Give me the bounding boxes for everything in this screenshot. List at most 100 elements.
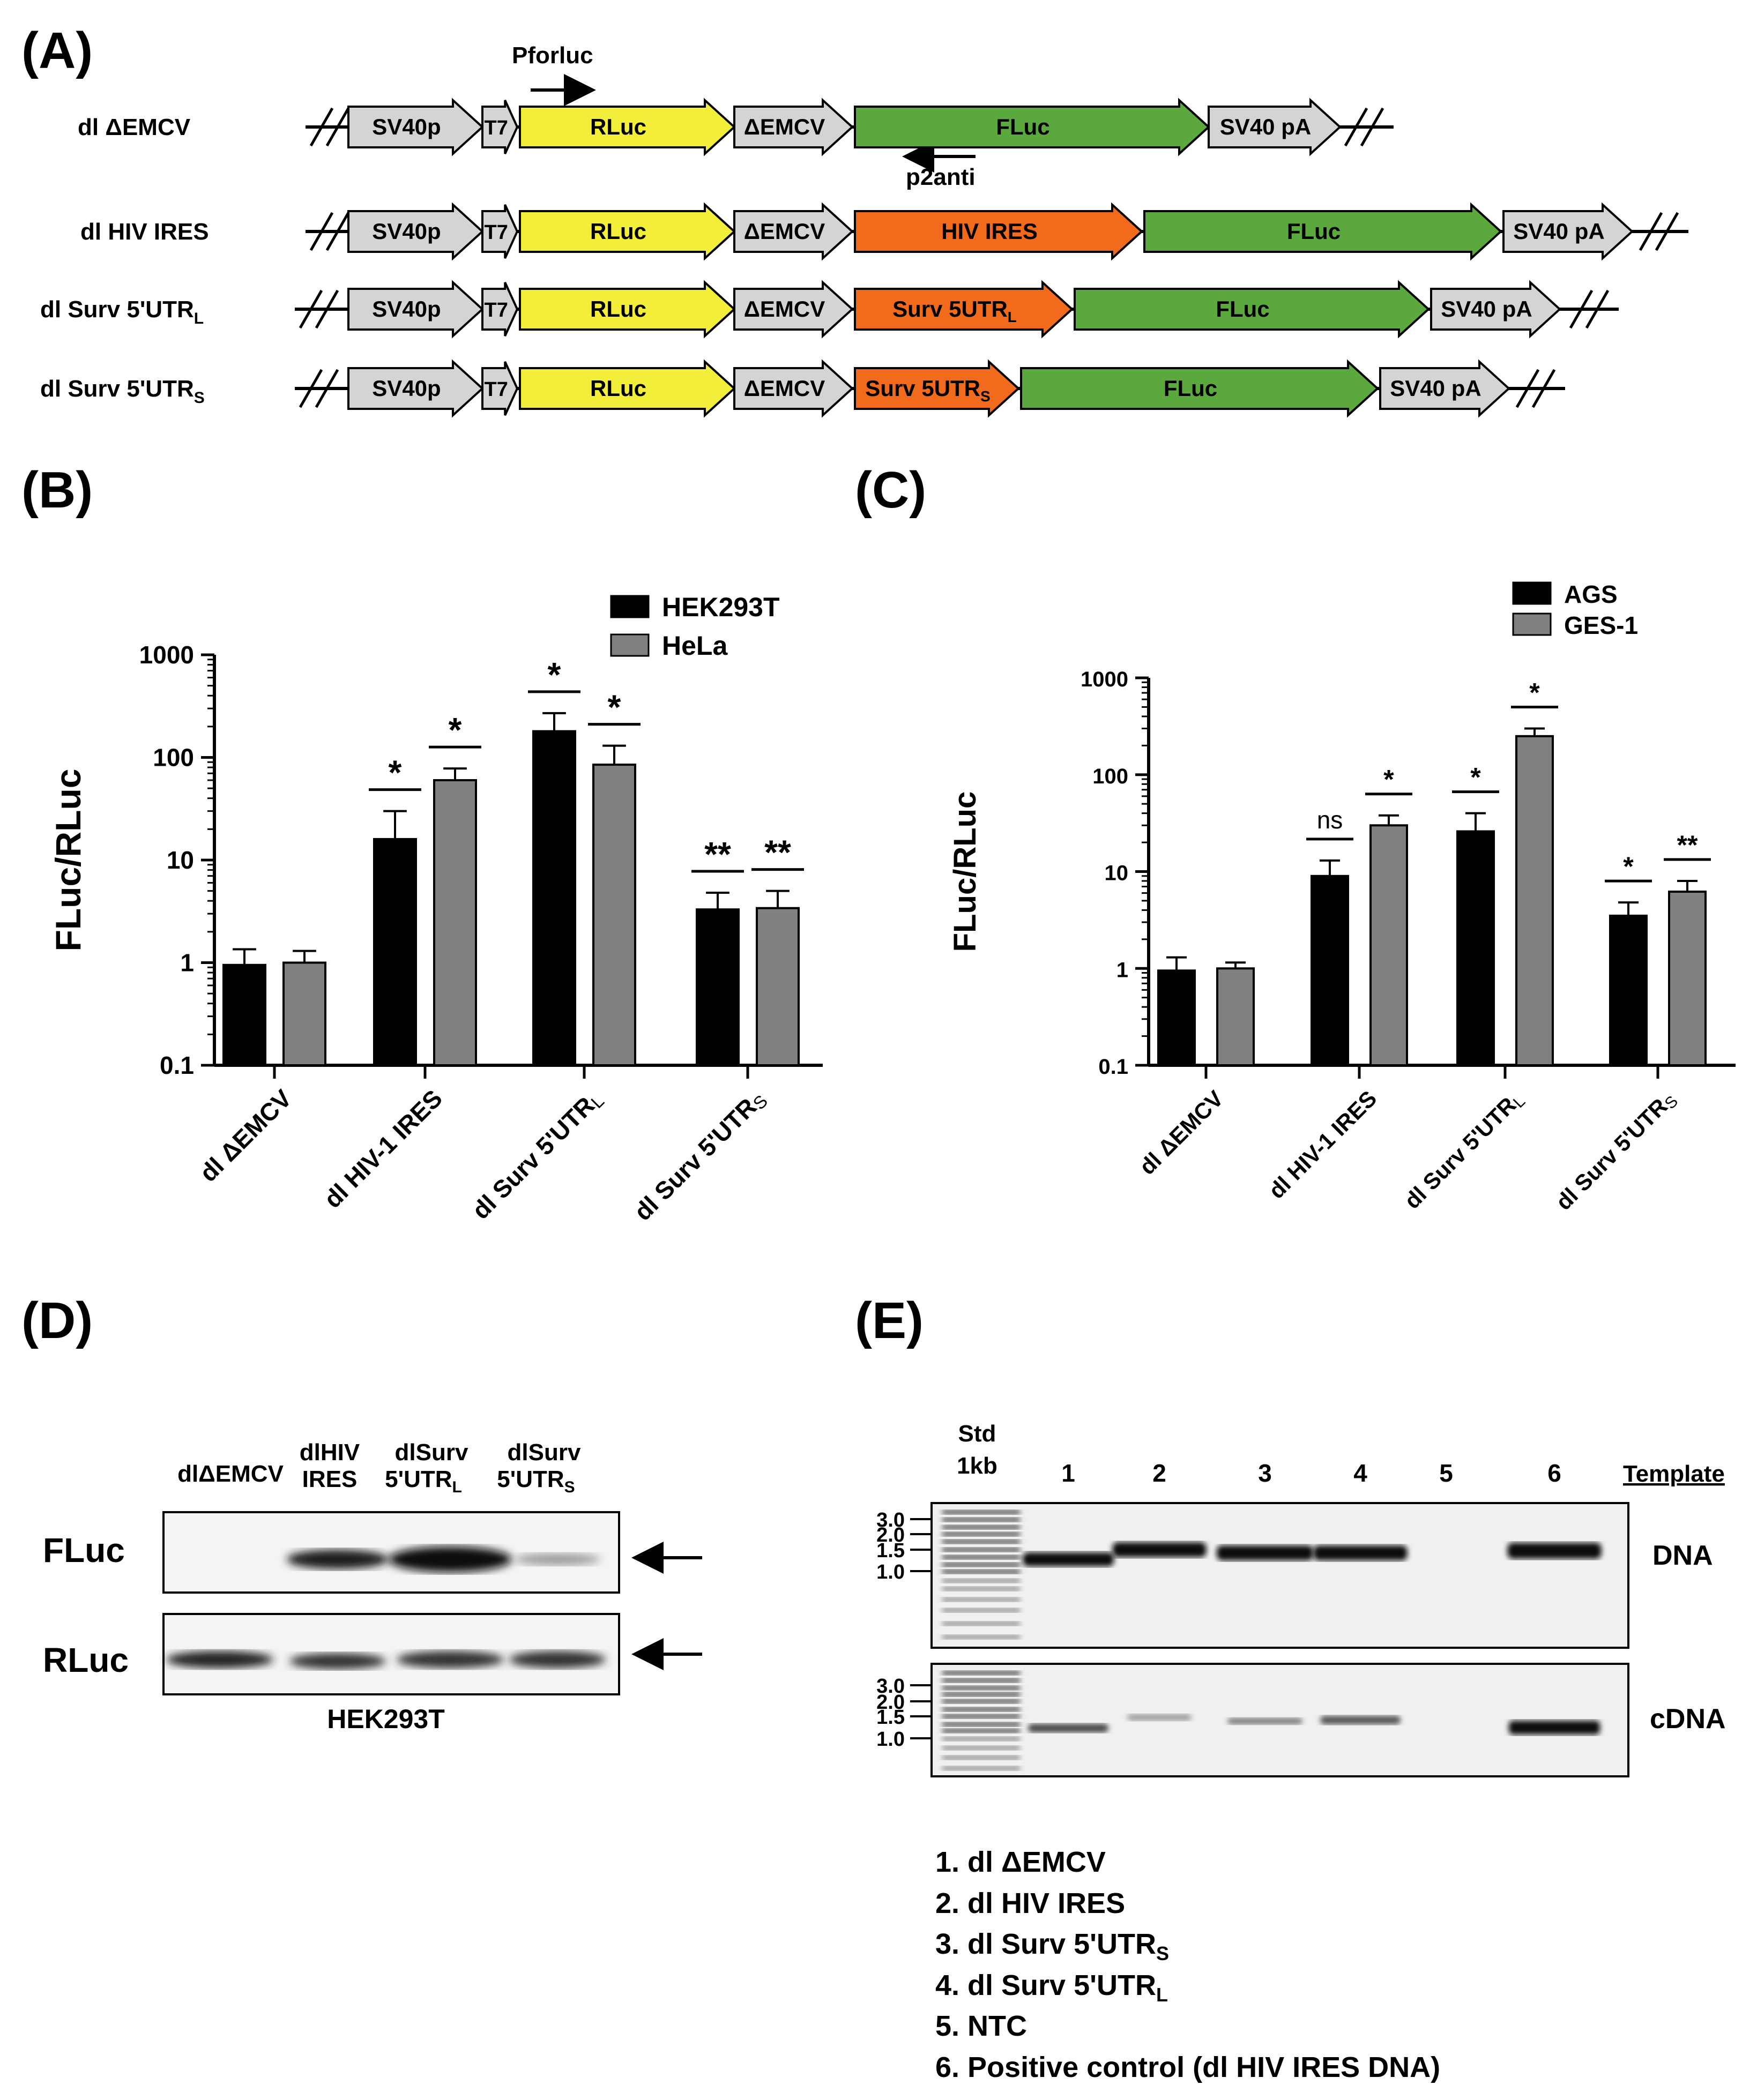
construct-segment-label: RLuc xyxy=(590,296,646,322)
break-mark xyxy=(309,107,334,147)
y-tick-label: 100 xyxy=(1092,765,1128,788)
construct-segment xyxy=(733,280,854,339)
construct-name: dl Surv 5'UTRS xyxy=(40,376,205,407)
construct-segment-label: ΔEMCV xyxy=(744,219,825,244)
bar xyxy=(1311,875,1349,1067)
gel-size-label: 2.0 xyxy=(876,1524,905,1546)
construct-segment-label: FLuc xyxy=(1164,376,1217,401)
bar xyxy=(1369,824,1408,1066)
bar xyxy=(1456,830,1495,1067)
gel-dna-panel xyxy=(930,1502,1629,1649)
category-label: dl HIV-1 IRES xyxy=(318,1084,448,1213)
legend-swatch xyxy=(610,633,650,657)
gel-legend-item: 6. Positive control (dl HIV IRES DNA) xyxy=(935,2051,1441,2083)
construct-segment xyxy=(347,280,484,339)
gel-ladder-band xyxy=(942,1518,1020,1522)
gel-ladder-title-line2: 1kb xyxy=(957,1453,997,1479)
y-axis-label: FLuc/RLuc xyxy=(948,791,982,952)
construct-name: dl HIV IRES xyxy=(80,219,209,245)
western-lane-3-label-line2: 5'UTRL xyxy=(385,1466,462,1496)
gel-ladder-band xyxy=(942,1587,1020,1591)
y-tick-label: 1000 xyxy=(139,641,194,669)
gel-legend-item: 5. NTC xyxy=(935,2010,1028,2043)
break-mark xyxy=(1655,212,1679,251)
gel-ladder-band xyxy=(942,1699,1020,1703)
western-fluc-membrane xyxy=(162,1511,620,1594)
gel-dna-band xyxy=(1507,1543,1602,1559)
construct-segment-label: T7 xyxy=(484,299,508,322)
western-lane-4-label-line1: dlSurv xyxy=(508,1439,581,1466)
gel-cdna-label: cDNA xyxy=(1650,1703,1726,1735)
bar xyxy=(1609,914,1648,1067)
legend-swatch xyxy=(1512,612,1552,636)
gel-size-label: 1.5 xyxy=(876,1706,905,1729)
break-mark xyxy=(315,369,339,408)
y-axis-label: FLuc/RLuc xyxy=(48,769,88,952)
significance-label: ns xyxy=(1317,806,1343,834)
construct-segment xyxy=(519,202,736,261)
construct-segment-label: RLuc xyxy=(590,376,646,401)
construct-segment-label: RLuc xyxy=(590,114,646,139)
construct-segment-label: SV40p xyxy=(372,296,441,322)
construct-segment xyxy=(1502,202,1634,261)
break-mark xyxy=(299,369,323,408)
category-label: dl HIV-1 IRES xyxy=(1264,1086,1382,1204)
construct-segment xyxy=(481,204,519,259)
y-tick-label: 10 xyxy=(1105,862,1129,885)
western-row-fluc-label: FLuc xyxy=(43,1531,125,1570)
break-mark xyxy=(1344,107,1368,147)
gel-lane-label: 2 xyxy=(1152,1459,1166,1487)
gel-size-label: 3.0 xyxy=(876,1675,905,1698)
construct-segment xyxy=(347,202,484,261)
break-mark xyxy=(315,289,339,329)
gel-dna-band xyxy=(1313,1545,1408,1560)
construct-segment xyxy=(1208,98,1342,156)
western-lane-3-label-line1: dlSurv xyxy=(395,1439,468,1466)
construct-name: dl ΔEMCV xyxy=(78,114,191,140)
construct-name: dl Surv 5'UTRL xyxy=(40,296,204,327)
construct-segment xyxy=(347,359,484,418)
bar xyxy=(756,907,800,1066)
gel-ladder-title-line1: Std xyxy=(958,1421,996,1447)
western-lane-1-label: dlΔEMCV xyxy=(177,1461,284,1487)
gel-ladder-band xyxy=(942,1714,1020,1718)
gel-legend-item: 3. dl Surv 5'UTRS xyxy=(935,1928,1169,1964)
category-label: dl Surv 5'UTRS xyxy=(1551,1086,1681,1216)
significance-label: * xyxy=(449,711,462,749)
construct-diagram: Pforluc p2anti dl ΔEMCV SV40p T7 RLuc ΔEMCV F… xyxy=(40,42,1688,418)
gel-lane-label: 4 xyxy=(1353,1459,1367,1487)
construct-segment xyxy=(347,98,484,156)
break-mark xyxy=(1515,369,1540,408)
construct-segment-label: ΔEMCV xyxy=(744,376,825,401)
construct-segment xyxy=(854,202,1143,261)
legend-label: HeLa xyxy=(662,631,728,661)
construct-segment xyxy=(481,282,519,337)
construct-segment-label: T7 xyxy=(484,117,508,139)
gel-legend-item: 4. dl Surv 5'UTRL xyxy=(935,1969,1168,2006)
gel-dna-label: DNA xyxy=(1652,1540,1713,1571)
construct-segment-label: T7 xyxy=(484,378,508,401)
gel-dna-band xyxy=(1112,1542,1207,1557)
significance-label: * xyxy=(608,688,621,727)
gel-ladder-band xyxy=(942,1707,1020,1712)
significance-label: * xyxy=(389,753,402,792)
construct-segment-label: Surv 5UTRL xyxy=(892,296,1017,325)
construct-segment-label: SV40 pA xyxy=(1513,219,1604,244)
break-mark xyxy=(299,289,323,329)
gel-size-label: 1.0 xyxy=(876,1561,905,1583)
bar xyxy=(1515,735,1554,1067)
break-mark xyxy=(1569,289,1594,329)
break-mark xyxy=(325,107,350,147)
significance-label: ** xyxy=(704,835,731,873)
western-rluc-band-1 xyxy=(166,1651,273,1668)
panel-label-b: (B) xyxy=(21,461,93,519)
gel-ladder-band xyxy=(942,1608,1020,1612)
category-label: dl Surv 5'UTRL xyxy=(1399,1086,1529,1215)
gel-size-label: 1.5 xyxy=(876,1539,905,1562)
significance-label: * xyxy=(1529,678,1540,708)
construct-segment-label: ΔEMCV xyxy=(744,296,825,322)
construct-segment xyxy=(1074,280,1430,339)
gel-ladder-band xyxy=(942,1532,1020,1536)
